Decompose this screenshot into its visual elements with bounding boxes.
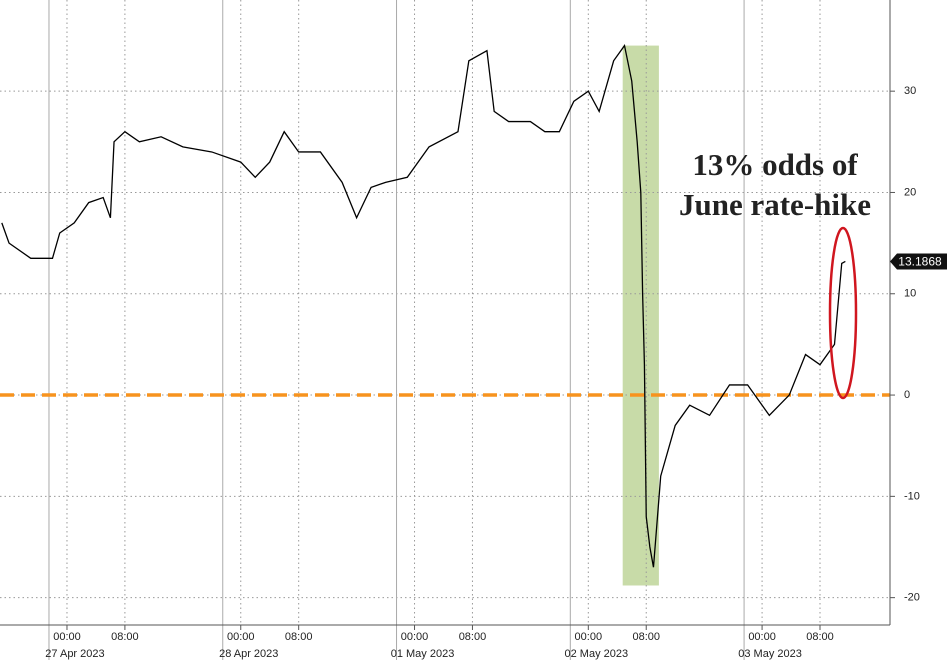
annotation: 13% odds of: [692, 147, 858, 182]
y-tick-label: -20: [904, 592, 920, 604]
y-tick-label: -10: [904, 490, 920, 502]
x-tick-label: 08:00: [111, 631, 139, 643]
last-value-label: 13.1868: [898, 255, 942, 269]
x-tick-label: 00:00: [53, 631, 81, 643]
annotation: June rate-hike: [679, 187, 871, 222]
y-tick-label: 0: [904, 389, 910, 401]
y-tick-label: 20: [904, 186, 916, 198]
date-label: 01 May 2023: [391, 648, 455, 660]
shaded-region: [622, 45, 659, 586]
last-value-box: [890, 253, 947, 270]
series-line: [1, 43, 846, 568]
x-tick-label: 00:00: [575, 631, 603, 643]
y-tick-label: 30: [904, 85, 916, 97]
x-tick-label: 08:00: [806, 631, 834, 643]
x-tick-label: 00:00: [401, 631, 429, 643]
x-tick-label: 08:00: [285, 631, 313, 643]
x-tick-label: 08:00: [632, 631, 660, 643]
x-tick-label: 00:00: [227, 631, 255, 643]
x-tick-label: 08:00: [459, 631, 487, 643]
date-label: 03 May 2023: [738, 648, 802, 660]
date-label: 28 Apr 2023: [219, 648, 278, 660]
x-tick-label: 00:00: [748, 631, 776, 643]
y-tick-label: 10: [904, 288, 916, 300]
date-label: 27 Apr 2023: [45, 648, 104, 660]
date-label: 02 May 2023: [565, 648, 629, 660]
highlight-ellipse: [828, 226, 858, 400]
